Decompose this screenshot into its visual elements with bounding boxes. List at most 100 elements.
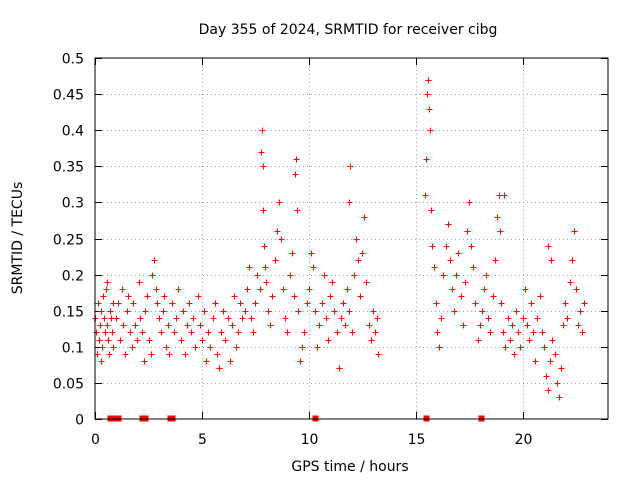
data-point — [130, 300, 137, 307]
data-point — [363, 279, 370, 286]
data-point — [426, 106, 433, 113]
data-point — [494, 214, 501, 221]
data-point — [242, 308, 249, 315]
x-tick-labels: 0 5 10 15 20 — [91, 432, 532, 448]
data-point — [115, 300, 122, 307]
data-point — [265, 308, 272, 315]
data-point — [458, 293, 465, 300]
data-point — [481, 286, 488, 293]
data-point — [137, 315, 144, 322]
data-point — [207, 344, 214, 351]
data-point — [220, 308, 227, 315]
data-point — [428, 207, 435, 214]
data-point — [297, 358, 304, 365]
y-tick-label: 0.1 — [62, 341, 84, 357]
data-point — [545, 387, 552, 394]
data-point — [158, 329, 165, 336]
data-point — [522, 286, 529, 293]
data-point — [119, 286, 126, 293]
data-point — [431, 264, 438, 271]
data-point — [351, 272, 358, 279]
data-point — [558, 365, 565, 372]
data-point — [549, 337, 556, 344]
data-point — [427, 127, 434, 134]
data-point — [579, 329, 586, 336]
data-point — [487, 329, 494, 336]
data-point — [278, 236, 285, 243]
data-point — [575, 322, 582, 329]
data-point — [423, 156, 430, 163]
data-point — [375, 351, 382, 358]
data-point — [165, 322, 172, 329]
data-point — [344, 286, 351, 293]
data-point — [156, 315, 163, 322]
y-tick-label: 0.2 — [62, 269, 84, 285]
data-point — [440, 272, 447, 279]
data-point — [231, 293, 238, 300]
data-point — [327, 293, 334, 300]
data-point — [274, 228, 281, 235]
data-point — [329, 279, 336, 286]
data-point — [349, 329, 356, 336]
data-point — [244, 286, 251, 293]
data-point — [355, 257, 362, 264]
data-point — [342, 322, 349, 329]
data-point — [462, 279, 469, 286]
data-point — [543, 373, 550, 380]
data-point — [250, 329, 257, 336]
data-point — [190, 315, 197, 322]
data-point — [492, 257, 499, 264]
data-point — [301, 329, 308, 336]
data-point — [98, 358, 105, 365]
data-point — [105, 337, 112, 344]
data-point — [501, 192, 508, 199]
data-point — [438, 315, 445, 322]
data-point — [299, 344, 306, 351]
data-point — [502, 344, 509, 351]
data-point — [188, 329, 195, 336]
data-point — [460, 322, 467, 329]
data-point — [537, 293, 544, 300]
data-point — [139, 329, 146, 336]
data-point — [470, 264, 477, 271]
y-tick-label: 0.25 — [53, 233, 84, 249]
data-point — [239, 315, 246, 322]
data-point — [294, 207, 301, 214]
data-point — [530, 329, 537, 336]
data-point — [560, 322, 567, 329]
data-point — [117, 337, 124, 344]
data-point — [97, 322, 104, 329]
data-point — [272, 257, 279, 264]
data-point — [336, 365, 343, 372]
data-point — [325, 337, 332, 344]
chart-title: Day 355 of 2024, SRMTID for receiver cib… — [199, 22, 498, 38]
data-point — [424, 91, 431, 98]
data-point — [581, 300, 588, 307]
x-tick-label: 10 — [301, 432, 319, 448]
data-point — [101, 315, 108, 322]
data-point — [103, 286, 110, 293]
data-point — [319, 300, 326, 307]
data-point — [577, 308, 584, 315]
data-point — [237, 300, 244, 307]
data-point — [361, 214, 368, 221]
data-point — [166, 351, 173, 358]
data-point — [98, 308, 105, 315]
data-point — [567, 279, 574, 286]
data-point — [180, 308, 187, 315]
data-point — [338, 315, 345, 322]
data-point — [141, 358, 148, 365]
data-point — [276, 199, 283, 206]
data-point — [227, 358, 234, 365]
data-point — [374, 315, 381, 322]
data-point — [323, 315, 330, 322]
data-point — [372, 329, 379, 336]
data-point — [479, 308, 486, 315]
data-point — [99, 344, 106, 351]
data-point — [564, 315, 571, 322]
data-point — [541, 344, 548, 351]
data-point — [160, 308, 167, 315]
y-tick-label: 0.15 — [53, 305, 84, 321]
y-tick-label: 0.4 — [62, 124, 84, 140]
data-point — [104, 322, 111, 329]
